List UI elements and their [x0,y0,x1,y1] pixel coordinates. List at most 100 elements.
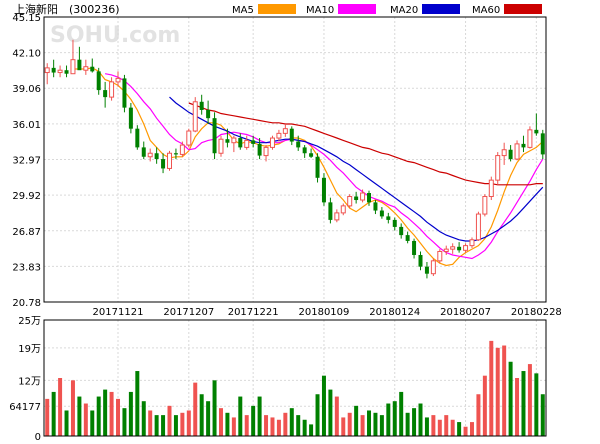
candle-body [379,210,384,217]
volume-tick-label: 25万 [18,316,41,327]
volume-bar [386,403,391,436]
candle [534,113,539,136]
volume-bar [218,408,223,436]
candle [154,147,159,164]
candle-body [276,132,282,139]
volume-tick-label: 19万 [18,344,41,355]
candle-body [206,109,211,119]
volume-bar [212,380,217,436]
candle [90,58,95,73]
candle [309,148,314,158]
candle-body [437,250,443,262]
candle [367,190,372,206]
stock-code: (300236) [69,3,120,16]
volume-bar [186,410,191,436]
price-frame [43,16,547,303]
volume-bar [70,380,75,436]
candle [334,209,340,223]
volume-bar [45,398,50,436]
date-tick-label: 20171207 [163,307,214,318]
candle [501,142,507,165]
price-tick-label: 23.83 [12,262,41,273]
candle [508,145,513,162]
volume-bar [502,345,507,436]
candle-body [340,205,346,214]
candle [128,102,133,134]
candle [482,194,488,217]
volume-bar [399,391,404,436]
volume-bar [116,398,121,436]
candle [179,141,185,157]
candle-body [463,245,469,251]
candle [360,189,366,203]
volume-frame [43,319,547,437]
volume-bar [469,422,474,436]
candle-body [399,226,404,236]
candle-body [109,81,115,98]
date-tick-label: 20180124 [369,307,420,318]
volume-bar [257,396,262,436]
volume-bar [109,391,114,436]
legend-label-ma60: MA60 [472,5,500,16]
candle-body [186,130,192,146]
stock-name: 上海新阳 [14,2,58,16]
candle-body [167,152,172,169]
volume-bar [444,415,449,436]
candle-body [443,248,449,252]
candle-body [508,149,513,160]
volume-bar [90,410,95,436]
candle [206,100,211,125]
candle-body [296,141,301,148]
volume-bar [463,426,468,436]
ma-line-ma5 [73,67,544,267]
candle-body [115,77,121,83]
volume-bar [199,394,204,436]
candle-body [430,260,436,275]
candle [257,138,262,160]
volume-bar [527,364,532,436]
candle-body [128,107,133,129]
legend-swatch-ma60 [504,4,542,14]
price-grid [44,17,546,302]
candle [122,74,127,113]
volume-tick-label: 12万 [18,376,41,387]
candle [289,126,294,146]
candle-body [412,240,417,255]
volume-bar [392,401,397,436]
volume-bar [180,412,185,436]
volume-bar [289,408,294,436]
volume-bar [154,415,159,436]
volume-bar [77,396,82,436]
volume-bar [302,419,307,436]
price-tick-label: 32.97 [12,155,41,166]
candle-body [135,128,140,148]
candle [321,173,326,206]
candle [405,231,410,244]
candle [141,141,146,160]
date-tick-label: 20171121 [93,307,144,318]
candle [392,217,397,231]
ma-lines [73,67,544,267]
candle [161,153,166,174]
candle [424,262,429,279]
volume-bar [96,396,101,436]
candle-body [257,143,262,156]
volume-bar [405,412,410,436]
candle-body [147,152,153,158]
volume-bar [437,419,442,436]
candle-body [57,69,63,74]
candle-body [309,153,314,157]
candle [238,133,243,150]
candle [475,211,481,241]
ma-line-ma20 [169,96,544,242]
volume-bar [489,340,494,436]
volume-bar [424,417,429,436]
candle-body [354,196,359,201]
volume-bar [412,408,417,436]
volume-bar [270,417,275,436]
candle-body [263,146,269,157]
candle-body [495,155,501,181]
legend-label-ma10: MA10 [306,5,334,16]
volume-bar [508,361,513,436]
candle [167,150,172,171]
